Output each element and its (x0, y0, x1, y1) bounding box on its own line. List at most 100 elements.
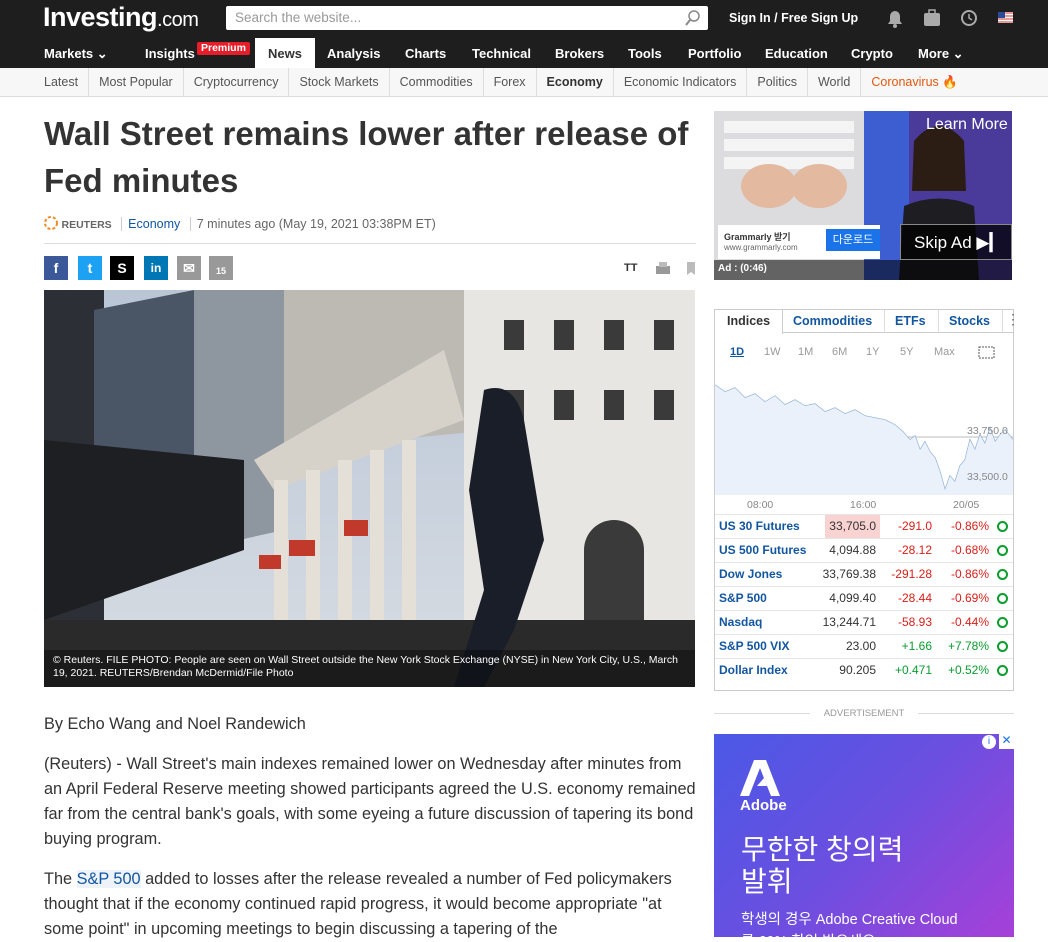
ad-info[interactable]: i (982, 735, 996, 749)
text: The (44, 870, 77, 888)
ad-close[interactable]: ✕ (999, 734, 1014, 749)
sub-nav-item[interactable]: Economic Indicators (614, 68, 748, 97)
instrument-link[interactable]: S&P 500 (76, 870, 141, 888)
range-option[interactable]: Max (934, 346, 955, 358)
range-option[interactable]: 1D (730, 346, 745, 358)
change: +1.66 (901, 639, 932, 653)
clock-icon (997, 545, 1008, 556)
range-option[interactable]: 1Y (866, 346, 880, 358)
ad-timer: Ad : (0:46) (718, 263, 767, 274)
quote-row: US 500 Futures 4,094.88 -28.12 -0.68% (715, 538, 1013, 562)
intraday-chart (715, 384, 1013, 495)
skip-ad[interactable]: Skip Ad ▶▎ (900, 224, 1012, 260)
range-option[interactable]: 1W (764, 346, 781, 358)
article-meta: REUTERS Economy 7 minutes ago (May 19, 2… (44, 216, 436, 231)
nav-item[interactable]: News (255, 38, 315, 68)
paragraph: (Reuters) - Wall Street's main indexes r… (44, 755, 696, 848)
nav-item[interactable]: More ⌄ (918, 46, 964, 61)
instrument-name[interactable]: Dollar Index (719, 663, 788, 677)
logo-main: Investing (43, 2, 158, 32)
instrument-name[interactable]: S&P 500 VIX (719, 639, 790, 653)
share-twitter[interactable]: t (78, 256, 102, 280)
sub-nav-item[interactable]: Latest (34, 68, 90, 97)
nav-item[interactable]: Tools (628, 46, 662, 61)
font-size-toggle[interactable]: TT (624, 262, 638, 274)
comment-count[interactable]: 15 (209, 256, 233, 280)
learn-more[interactable]: Learn More (926, 116, 1008, 133)
change: -291.0 (897, 519, 932, 533)
nav-item[interactable]: Education (765, 46, 828, 61)
fullscreen-icon[interactable] (978, 346, 996, 360)
quote-row: Dollar Index 90.205 +0.471 +0.52% (715, 658, 1013, 682)
share-stocktwits[interactable]: S (110, 256, 134, 280)
x-label: 16:00 (850, 499, 877, 511)
text: added to losses after the release reveal… (44, 870, 672, 938)
last-price: 23.00 (845, 639, 876, 653)
share-linkedin[interactable]: in (144, 256, 168, 280)
clock-icon (997, 593, 1008, 604)
widget-menu[interactable]: ⋮ (1006, 311, 1020, 327)
range-selector: 1D 1W 1M 6M 1Y 5Y Max (715, 346, 1013, 362)
change-percent: -0.86% (950, 567, 989, 581)
instrument-name[interactable]: US 500 Futures (719, 543, 807, 557)
article-tools (656, 262, 695, 275)
clock-icon (997, 569, 1008, 580)
sub-nav-item[interactable]: Economy (537, 68, 614, 97)
search-box[interactable]: Search the website... (226, 6, 708, 30)
markets-widget (714, 309, 1014, 691)
sub-nav-item[interactable]: World (808, 68, 862, 97)
nav-item[interactable]: Markets ⌄ (44, 46, 108, 61)
premium-badge: Premium (197, 42, 250, 55)
nav-item[interactable]: Crypto (851, 46, 893, 61)
widget-tab[interactable]: Commodities (781, 310, 886, 333)
sub-nav: Latest Most Popular Cryptocurrency Stock Ma… (0, 68, 1048, 97)
change: -28.12 (897, 543, 932, 557)
sub-nav-item[interactable]: Coronavirus 🔥 (871, 75, 958, 89)
sign-in[interactable]: Sign In / Free Sign Up (729, 11, 859, 25)
widget-tab[interactable]: Indices (715, 310, 784, 334)
sub-nav-item[interactable]: Cryptocurrency (184, 68, 290, 97)
last-price: 90.205 (839, 663, 876, 677)
share-email[interactable]: ✉ (177, 256, 201, 280)
source-logo (44, 216, 58, 230)
nav-item[interactable]: Technical (472, 46, 532, 61)
ad-button[interactable]: 다운로드 (826, 229, 880, 251)
adobe-ad[interactable]: Adobe 무한한 창의력 발휘 학생의 경우 Adobe Creative C… (714, 734, 1014, 937)
sub-nav-item[interactable]: Commodities (390, 68, 484, 97)
instrument-name[interactable]: US 30 Futures (719, 519, 800, 533)
logo[interactable]: Investing.com (43, 2, 199, 33)
last-price: 4,094.88 (829, 543, 876, 557)
range-option[interactable]: 6M (832, 346, 848, 358)
nav-item[interactable]: Analysis (327, 46, 381, 61)
sub-nav-item[interactable]: Forex (484, 68, 537, 97)
sub-nav-item[interactable]: Politics (747, 68, 808, 97)
range-option[interactable]: 5Y (900, 346, 914, 358)
widget-tabs: Indices Commodities ETFs Stocks (715, 310, 1013, 334)
y-label: 33,750.0 (967, 425, 1008, 437)
timestamp: 7 minutes ago (May 19, 2021 03:38PM ET) (196, 217, 436, 231)
category-link[interactable]: Economy (128, 217, 181, 231)
change: +0.471 (894, 663, 932, 677)
nav-item[interactable]: Portfolio (688, 46, 742, 61)
last-price: 33,769.38 (822, 567, 876, 581)
sub-nav-item[interactable]: Most Popular (89, 68, 184, 97)
instrument-name[interactable]: Dow Jones (719, 567, 783, 581)
change-percent: -0.68% (950, 543, 989, 557)
nav-item[interactable]: Insights (145, 46, 195, 61)
nav-item[interactable]: Charts (405, 46, 447, 61)
video-ad[interactable]: Learn More Grammarly 받기 www.grammarly.co… (714, 111, 1012, 280)
nav-item[interactable]: Brokers (555, 46, 605, 61)
ad-headline: 무한한 창의력 (741, 834, 904, 865)
instrument-name[interactable]: S&P 500 (719, 591, 767, 605)
main-nav: Markets ⌄ Insights Premium News Analysis Char… (0, 38, 1048, 68)
sub-nav-item[interactable]: Stock Markets (289, 68, 390, 97)
change: -28.44 (897, 591, 932, 605)
clock-icon (997, 617, 1008, 628)
range-option[interactable]: 1M (798, 346, 814, 358)
quote-row: Nasdaq 13,244.71 -58.93 -0.44% (715, 610, 1013, 634)
instrument-name[interactable]: Nasdaq (719, 615, 763, 629)
widget-tab[interactable]: Stocks (937, 310, 1003, 333)
widget-tab[interactable]: ETFs (883, 310, 939, 333)
share-facebook[interactable]: f (44, 256, 68, 280)
